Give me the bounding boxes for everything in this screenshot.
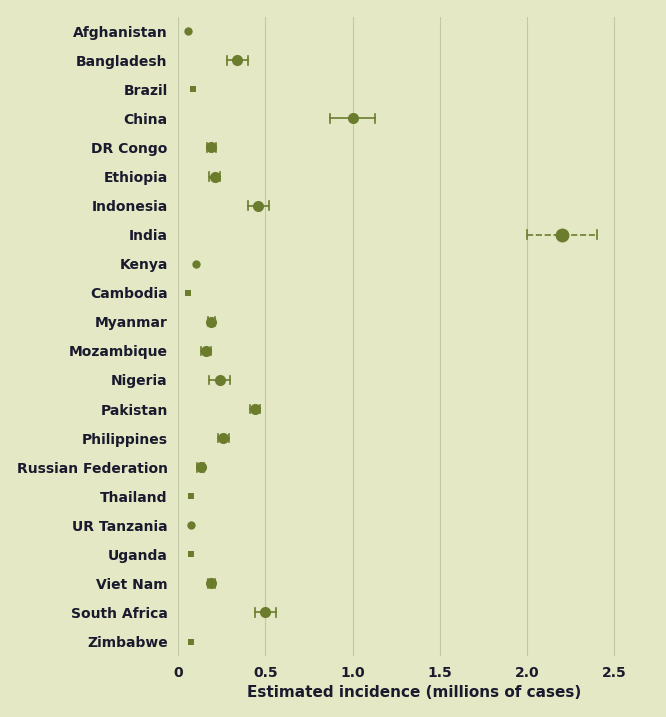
X-axis label: Estimated incidence (millions of cases): Estimated incidence (millions of cases) — [246, 685, 581, 701]
